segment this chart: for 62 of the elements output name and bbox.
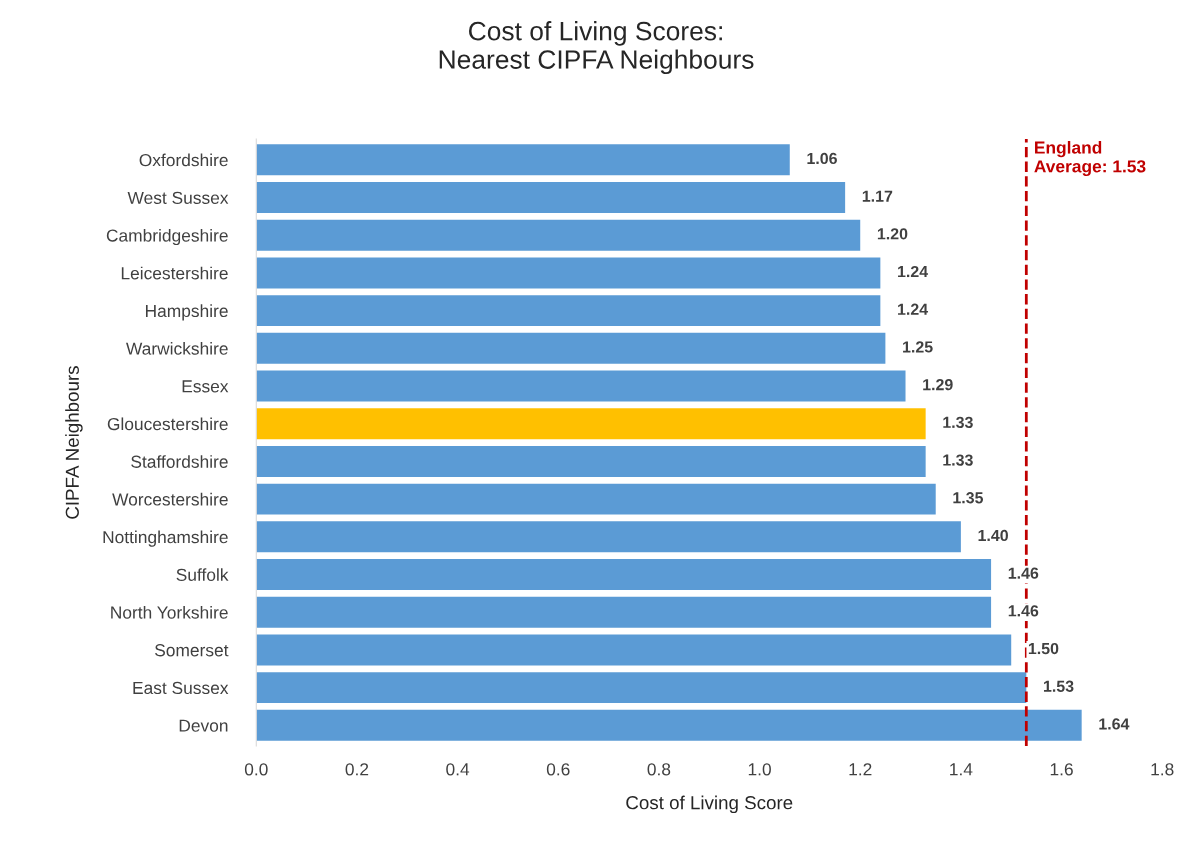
bar (256, 483, 936, 515)
x-tick-label: 1.8 (1151, 763, 1174, 776)
x-tick-label: 1.6 (1050, 763, 1073, 776)
bar (256, 219, 861, 251)
data-label: 1.33 (943, 454, 973, 466)
ref-line-label: England Average: 1.53 (1034, 140, 1146, 177)
y-tick-label: Somerset (155, 644, 229, 657)
y-tick-label: Hampshire (145, 304, 228, 321)
bar (256, 634, 1012, 666)
bar (256, 332, 886, 364)
y-tick-label: Warwickshire (126, 342, 228, 355)
y-tick-label: Staffordshire (131, 455, 228, 468)
data-label: 1.24 (898, 303, 929, 315)
bar (256, 672, 1027, 704)
y-tick-label: West Sussex (127, 191, 229, 204)
data-label: 1.50 (1028, 642, 1059, 655)
bar (256, 445, 926, 477)
y-tick-label: Nottinghamshire (103, 530, 228, 547)
x-tick-label: 0.6 (546, 763, 570, 776)
data-label: 1.24 (898, 265, 929, 278)
data-label: 1.20 (877, 228, 908, 240)
x-tick-label: 1.0 (748, 763, 771, 776)
data-label: 1.25 (903, 341, 933, 353)
bar (256, 144, 790, 176)
bar (256, 370, 906, 402)
y-tick-label: North Yorkshire (111, 605, 228, 619)
data-label: 1.53 (1043, 680, 1074, 692)
data-label: 1.64 (1099, 718, 1130, 730)
y-tick-label: Essex (182, 380, 229, 393)
y-tick-label: Devon (179, 719, 228, 732)
data-label: 1.17 (862, 190, 893, 202)
y-axis-title: CIPFA Neighbours (65, 366, 83, 519)
data-label: 1.46 (1008, 605, 1039, 617)
x-axis-title: Cost of Living Score (626, 795, 793, 814)
x-tick-label: 0.2 (345, 763, 369, 776)
y-tick-label: Oxfordshire (139, 153, 228, 167)
data-label: 1.46 (1008, 567, 1039, 579)
data-label: 1.06 (807, 152, 837, 165)
bar (256, 295, 881, 327)
data-label: 1.35 (953, 492, 984, 504)
y-tick-label: Cambridgeshire (106, 228, 228, 246)
y-tick-label: Gloucestershire (107, 417, 228, 431)
chart-title: Cost of Living Scores: Nearest CIPFA Neighbours (439, 21, 754, 75)
bar (256, 408, 926, 440)
x-tick-label: 0.4 (446, 763, 470, 776)
bar (256, 709, 1082, 741)
x-tick-label: 1.2 (849, 763, 872, 776)
bar (256, 559, 992, 590)
y-tick-label: Leicestershire (121, 266, 228, 280)
bar (256, 596, 992, 628)
data-label: 1.33 (943, 416, 973, 429)
y-tick-label: Suffolk (176, 568, 229, 581)
x-tick-label: 1.4 (950, 763, 973, 776)
bar (256, 257, 881, 289)
data-label: 1.40 (978, 529, 1008, 542)
bar (256, 182, 846, 213)
y-tick-label: East Sussex (133, 681, 229, 695)
data-label: 1.29 (923, 379, 953, 391)
y-tick-label: Worcestershire (112, 492, 228, 506)
x-tick-label: 0.0 (244, 763, 268, 776)
x-tick-label: 0.8 (647, 763, 671, 776)
bar (256, 521, 961, 553)
